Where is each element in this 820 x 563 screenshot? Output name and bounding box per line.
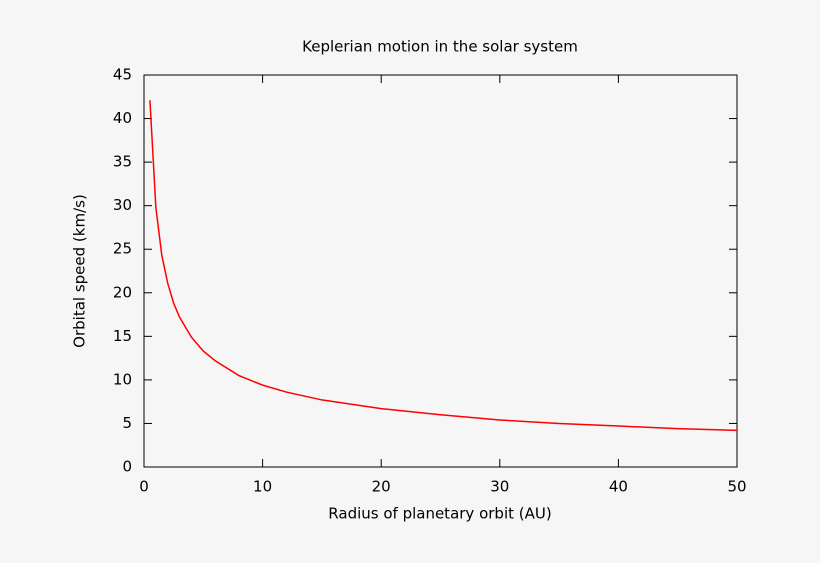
x-tick-label: 50 (727, 478, 746, 496)
y-tick-label: 20 (113, 283, 132, 301)
plot-frame (143, 74, 738, 468)
y-tick-label: 35 (113, 153, 132, 171)
y-tick-label: 0 (122, 458, 132, 476)
x-tick-label: 20 (372, 478, 391, 496)
x-tick-label: 0 (139, 478, 149, 496)
x-tick-label: 30 (490, 478, 509, 496)
chart-title: Keplerian motion in the solar system (302, 38, 578, 56)
y-tick-label: 25 (113, 240, 132, 258)
y-tick-label: 10 (113, 370, 132, 388)
y-tick-label: 5 (122, 414, 132, 432)
y-tick-label: 45 (113, 66, 132, 84)
y-tick-label: 40 (113, 109, 132, 127)
y-axis-label: Orbital speed (km/s) (71, 194, 89, 348)
y-tick-label: 15 (113, 327, 132, 345)
x-tick-label: 10 (253, 478, 272, 496)
line-series (149, 100, 738, 432)
x-tick-label: 40 (609, 478, 628, 496)
x-axis-label: Radius of planetary orbit (AU) (328, 505, 551, 523)
y-tick-label: 30 (113, 196, 132, 214)
